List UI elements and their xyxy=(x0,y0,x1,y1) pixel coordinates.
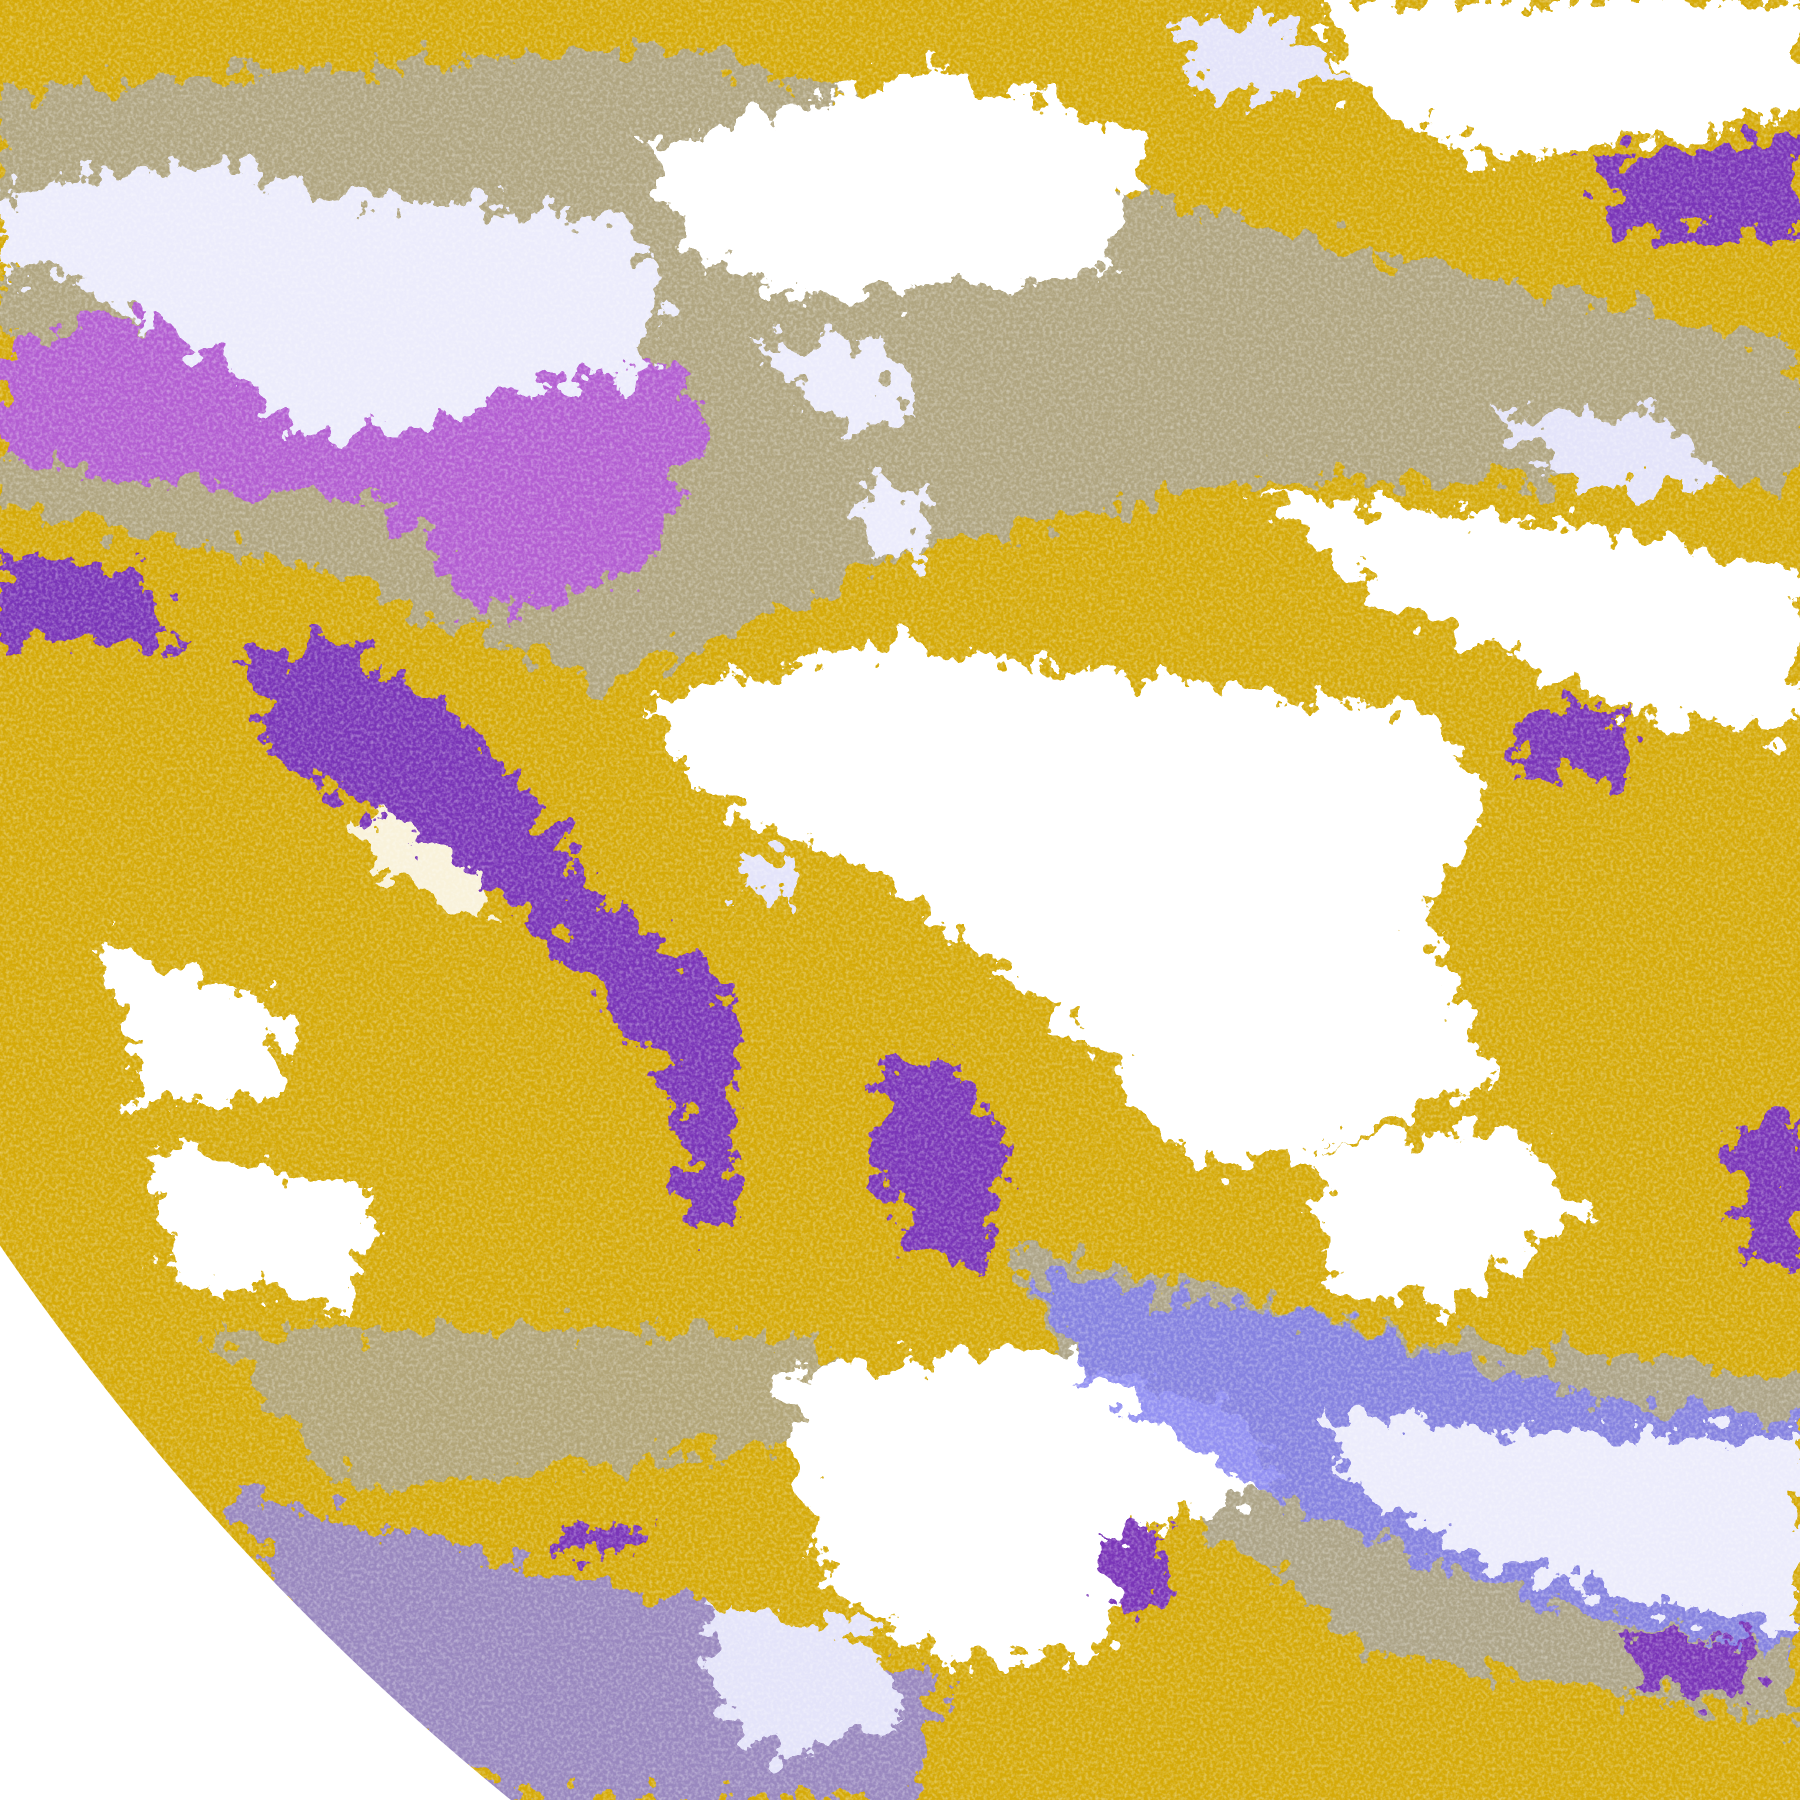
space xyxy=(0,1245,511,1800)
